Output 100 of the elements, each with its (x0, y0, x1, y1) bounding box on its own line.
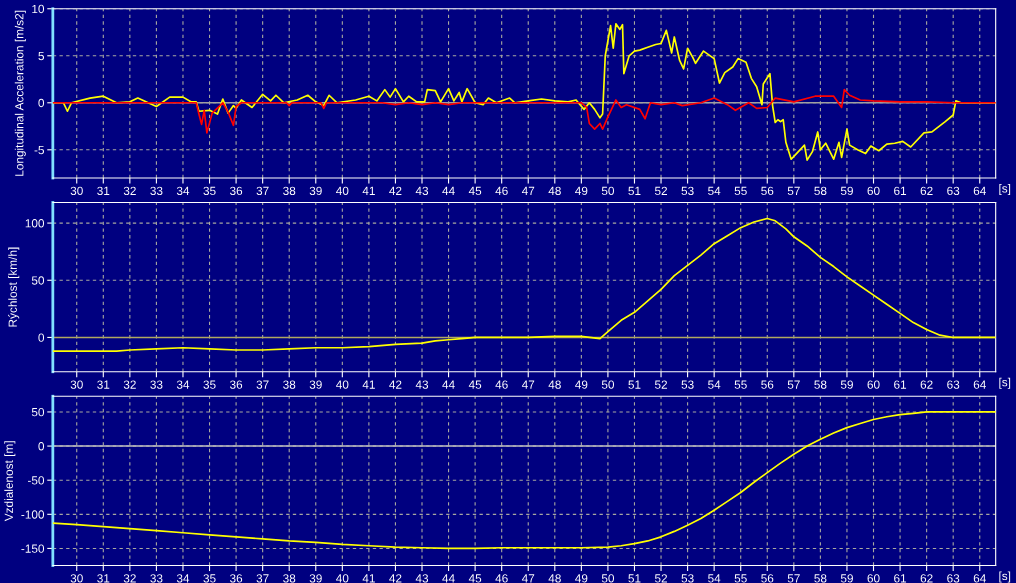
x-tick-label: 30 (70, 574, 83, 583)
x-tick-label: 56 (761, 574, 774, 583)
x-tick-label: 45 (468, 380, 482, 389)
x-tick-label: 38 (283, 574, 296, 583)
x-tick-label: 31 (97, 186, 110, 196)
y-tick-label: 0 (38, 333, 45, 342)
x-tick-label: 42 (389, 574, 402, 583)
x-tick-label: 35 (203, 380, 216, 389)
x-tick-label: 43 (415, 380, 429, 389)
x-tick-label: 57 (787, 186, 800, 196)
y-tick-label: -100 (21, 510, 45, 519)
x-tick-label: 32 (123, 186, 136, 196)
x-tick-label: 51 (628, 186, 641, 196)
x-tick-label: 56 (761, 186, 774, 196)
x-tick-label: 39 (309, 380, 322, 389)
x-tick-label: 49 (575, 574, 588, 583)
x-tick-label: 44 (442, 574, 455, 583)
x-tick-label: 64 (973, 186, 986, 196)
x-tick-label: 53 (681, 574, 694, 583)
x-tick-label: 47 (521, 380, 535, 389)
x-tick-label: 49 (575, 186, 588, 196)
x-tick-label: 30 (70, 186, 83, 196)
x-tick-label: 37 (256, 574, 269, 583)
x-tick-label: 52 (654, 574, 668, 583)
y-axis-title: Vzdialenost [m] (4, 441, 16, 522)
x-tick-label: 43 (415, 186, 429, 196)
x-tick-label: 60 (867, 186, 880, 196)
x-tick-label: 47 (521, 574, 535, 583)
x-tick-label: 42 (389, 380, 402, 389)
x-tick-label: 44 (442, 380, 455, 389)
x-tick-label: 50 (601, 380, 615, 389)
x-tick-label: 61 (894, 574, 907, 583)
x-tick-label: 46 (495, 380, 508, 389)
x-tick-label: 48 (548, 186, 561, 196)
y-tick-label: -150 (21, 544, 45, 553)
x-tick-label: 57 (787, 574, 800, 583)
x-tick-label: 46 (495, 574, 508, 583)
x-tick-label: 34 (176, 186, 190, 196)
x-tick-label: 48 (548, 380, 561, 389)
x-tick-label: 57 (787, 380, 800, 389)
y-tick-label: 5 (38, 51, 44, 61)
x-tick-label: 61 (894, 186, 907, 196)
x-tick-label: 33 (150, 186, 163, 196)
x-tick-label: 59 (840, 186, 853, 196)
x-tick-label: 40 (336, 380, 349, 389)
x-tick-label: 40 (336, 574, 349, 583)
x-tick-label: 62 (920, 186, 933, 196)
x-tick-label: 42 (389, 186, 402, 195)
x-tick-label: 32 (123, 574, 136, 583)
x-tick-label: 63 (947, 380, 960, 389)
x-tick-label: 36 (229, 574, 243, 583)
x-tick-label: 59 (840, 574, 853, 583)
x-tick-label: 51 (628, 574, 641, 583)
x-tick-label: 63 (947, 186, 960, 196)
x-tick-label: 36 (229, 380, 243, 389)
x-tick-label: 31 (97, 574, 110, 583)
x-tick-label: 64 (973, 574, 986, 583)
x-tick-label: 64 (973, 380, 986, 389)
y-tick-label: 50 (31, 276, 45, 285)
y-tick-label: -50 (27, 476, 45, 485)
x-tick-label: 34 (176, 380, 190, 389)
x-tick-label: 55 (734, 380, 747, 389)
x-tick-label: 38 (283, 186, 296, 196)
x-tick-label: 51 (628, 380, 641, 389)
x-tick-label: 60 (867, 574, 880, 583)
x-tick-label: 58 (814, 380, 827, 389)
x-axis-title: [s] (999, 183, 1011, 195)
x-tick-label: 31 (97, 380, 110, 389)
x-tick-label: 40 (336, 186, 349, 196)
y-tick-label: -5 (34, 145, 44, 155)
x-tick-label: 39 (309, 574, 322, 583)
x-tick-label: 50 (601, 186, 615, 196)
x-tick-label: 62 (920, 574, 933, 583)
x-tick-label: 61 (894, 380, 907, 389)
x-tick-label: 35 (203, 186, 216, 196)
x-tick-label: 44 (442, 186, 455, 195)
x-tick-label: 63 (947, 574, 960, 583)
x-tick-label: 39 (309, 186, 322, 196)
x-tick-label: 37 (256, 186, 269, 196)
x-tick-label: 43 (415, 574, 429, 583)
x-tick-label: 56 (761, 380, 774, 389)
x-tick-label: 33 (150, 574, 163, 583)
x-tick-label: 36 (229, 186, 243, 196)
x-tick-label: 34 (176, 574, 190, 583)
x-tick-label: 45 (468, 186, 482, 196)
x-tick-label: 58 (814, 574, 827, 583)
y-tick-label: 0 (38, 98, 45, 108)
x-tick-label: 52 (654, 380, 668, 389)
x-tick-label: 54 (708, 380, 721, 389)
y-axis-title: Longitudinal Acceleration [m/s2] (14, 10, 26, 176)
x-tick-label: 62 (920, 380, 933, 389)
x-tick-label: 37 (256, 380, 269, 389)
x-tick-label: 53 (681, 380, 694, 389)
x-tick-label: 55 (734, 186, 747, 196)
y-tick-label: 0 (38, 442, 45, 451)
y-tick-label: 100 (25, 219, 45, 228)
x-tick-label: 54 (708, 574, 721, 583)
y-tick-label: 10 (32, 4, 45, 14)
x-tick-label: 46 (495, 186, 508, 196)
x-tick-label: 47 (521, 186, 535, 195)
